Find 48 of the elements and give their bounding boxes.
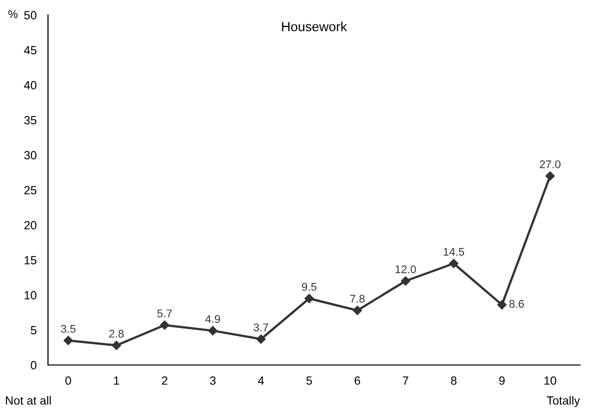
point: [112, 340, 122, 350]
text: 12.0: [396, 265, 416, 274]
text: 5.7: [157, 310, 172, 318]
point: [546, 171, 555, 181]
point: [400, 276, 410, 286]
y-tick-label: 5: [30, 326, 36, 334]
x-tick-label: 9: [499, 376, 505, 385]
y-tick-label: 45: [24, 46, 36, 54]
text: 14.5: [444, 248, 464, 256]
x-tick-label: 2: [162, 376, 168, 385]
x-tick-label: 0: [65, 376, 72, 385]
text: 9.5: [302, 282, 316, 291]
point: [304, 294, 314, 304]
y-tick-label: 25: [24, 186, 36, 194]
point: [208, 326, 218, 336]
text: 8.6: [509, 300, 524, 308]
x-tick-label: 8: [450, 376, 457, 385]
point: [256, 334, 266, 344]
text: 2.8: [109, 330, 124, 338]
y-tick-label: 20: [24, 221, 36, 230]
y-tick-label: 0: [30, 361, 36, 370]
point: [449, 258, 458, 268]
y-axis-title: %: [8, 10, 18, 18]
text: Not at all: [6, 396, 51, 405]
y-tick-label: 50: [24, 11, 36, 20]
x-tick-label: 1: [114, 376, 120, 385]
x-tick-label: 6: [354, 376, 360, 385]
y-tick-label: 10: [24, 291, 36, 300]
point: [497, 300, 507, 310]
x-tick-label: 4: [258, 376, 264, 385]
text: 3.7: [254, 323, 268, 332]
y-tick-label: 40: [24, 81, 36, 90]
text: 7.8: [350, 294, 365, 303]
y-tick-label: 30: [24, 151, 36, 160]
x-tick-label: 5: [306, 376, 312, 385]
point: [64, 336, 73, 346]
text: 4.9: [205, 315, 220, 323]
y-tick-label: 35: [24, 116, 36, 124]
text: Totally: [546, 396, 580, 407]
x-tick-label: 7: [402, 376, 408, 385]
text: 27.0: [540, 160, 560, 168]
x-tick-label: 10: [544, 376, 556, 385]
text: 3.5: [60, 324, 76, 333]
point: [352, 306, 362, 316]
point: [160, 320, 170, 330]
chart-title: Housework: [282, 22, 348, 32]
x-tick-label: 3: [210, 376, 216, 385]
y-tick-label: 15: [24, 256, 36, 264]
